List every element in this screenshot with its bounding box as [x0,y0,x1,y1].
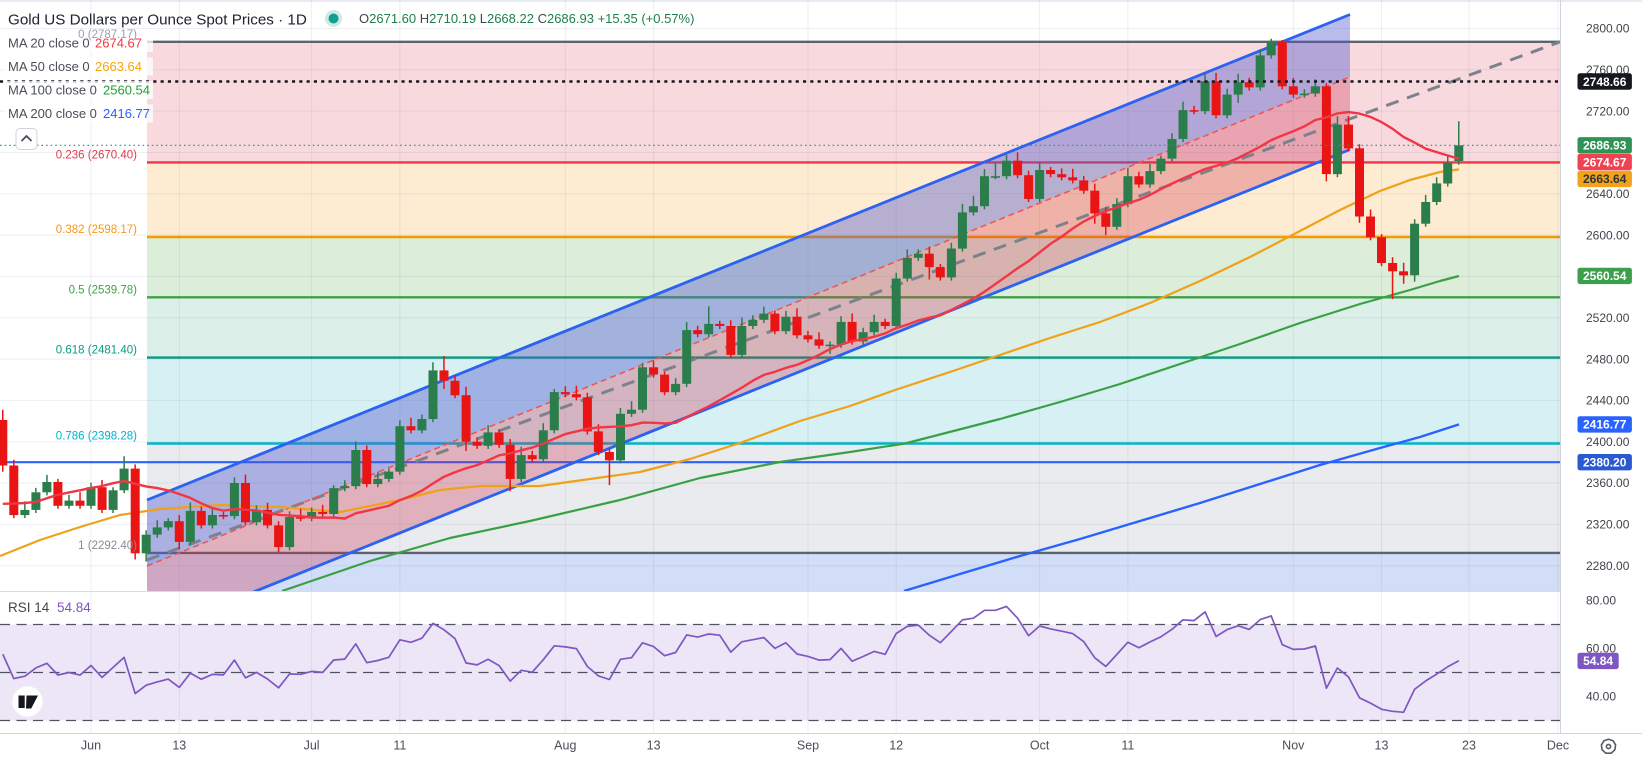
svg-text:2674.67: 2674.67 [1583,155,1627,169]
svg-text:2748.66: 2748.66 [1583,75,1627,89]
svg-text:MA 20 close 0: MA 20 close 0 [8,36,90,51]
svg-text:80.00: 80.00 [1586,594,1616,608]
svg-text:23: 23 [1462,739,1476,753]
svg-text:O2671.60 H2710.19 L2668.22 C26: O2671.60 H2710.19 L2668.22 C2686.93 +15.… [359,11,694,26]
svg-text:54.84: 54.84 [1583,654,1613,668]
svg-text:1 (2292.40): 1 (2292.40) [78,540,137,552]
svg-text:2416.77: 2416.77 [1583,418,1627,432]
svg-text:2440.00: 2440.00 [1586,394,1630,408]
svg-text:MA 200 close 0: MA 200 close 0 [8,106,97,121]
svg-text:2380.20: 2380.20 [1583,456,1627,470]
svg-text:2600.00: 2600.00 [1586,228,1630,242]
svg-text:2480.00: 2480.00 [1586,352,1630,366]
svg-text:2800.00: 2800.00 [1586,22,1630,36]
svg-text:2416.77: 2416.77 [103,106,150,121]
svg-text:0.618 (2481.40): 0.618 (2481.40) [56,345,137,357]
svg-text:13: 13 [172,739,186,753]
svg-text:2663.64: 2663.64 [95,59,142,74]
svg-text:13: 13 [1375,739,1389,753]
svg-text:2320.00: 2320.00 [1586,518,1630,532]
svg-text:11: 11 [1121,739,1134,753]
svg-text:40.00: 40.00 [1586,690,1616,704]
svg-text:2640.00: 2640.00 [1586,187,1630,201]
svg-text:Sep: Sep [797,739,819,753]
svg-text:Dec: Dec [1547,739,1569,753]
svg-text:2674.67: 2674.67 [95,36,142,51]
svg-text:RSI 14 54.84: RSI 14 54.84 [8,600,91,615]
svg-text:2560.54: 2560.54 [103,83,150,98]
svg-text:2520.00: 2520.00 [1586,311,1630,325]
svg-text:0.382 (2598.17): 0.382 (2598.17) [56,224,137,236]
svg-text:Jun: Jun [81,739,101,753]
svg-text:2686.93: 2686.93 [1583,139,1627,153]
svg-text:2560.54: 2560.54 [1583,269,1627,283]
svg-text:Gold US Dollars per Ounce Spot: Gold US Dollars per Ounce Spot Prices · … [8,12,307,29]
svg-text:0 (2787.17): 0 (2787.17) [78,29,137,41]
svg-text:Nov: Nov [1282,739,1305,753]
svg-text:0.236 (2670.40): 0.236 (2670.40) [56,149,137,161]
svg-text:2663.64: 2663.64 [1583,172,1627,186]
svg-text:Jul: Jul [304,739,320,753]
svg-text:0.786 (2398.28): 0.786 (2398.28) [56,431,137,443]
svg-text:2280.00: 2280.00 [1586,559,1630,573]
svg-text:0.5 (2539.78): 0.5 (2539.78) [69,284,138,296]
svg-text:2400.00: 2400.00 [1586,435,1630,449]
svg-text:13: 13 [647,739,661,753]
svg-text:12: 12 [889,739,903,753]
svg-text:Aug: Aug [554,739,576,753]
svg-text:11: 11 [393,739,406,753]
svg-text:MA 100 close 0: MA 100 close 0 [8,83,97,98]
svg-text:Oct: Oct [1030,739,1050,753]
svg-text:2720.00: 2720.00 [1586,104,1630,118]
svg-text:MA 50 close 0: MA 50 close 0 [8,59,90,74]
svg-text:60.00: 60.00 [1586,642,1616,656]
svg-text:2360.00: 2360.00 [1586,476,1630,490]
